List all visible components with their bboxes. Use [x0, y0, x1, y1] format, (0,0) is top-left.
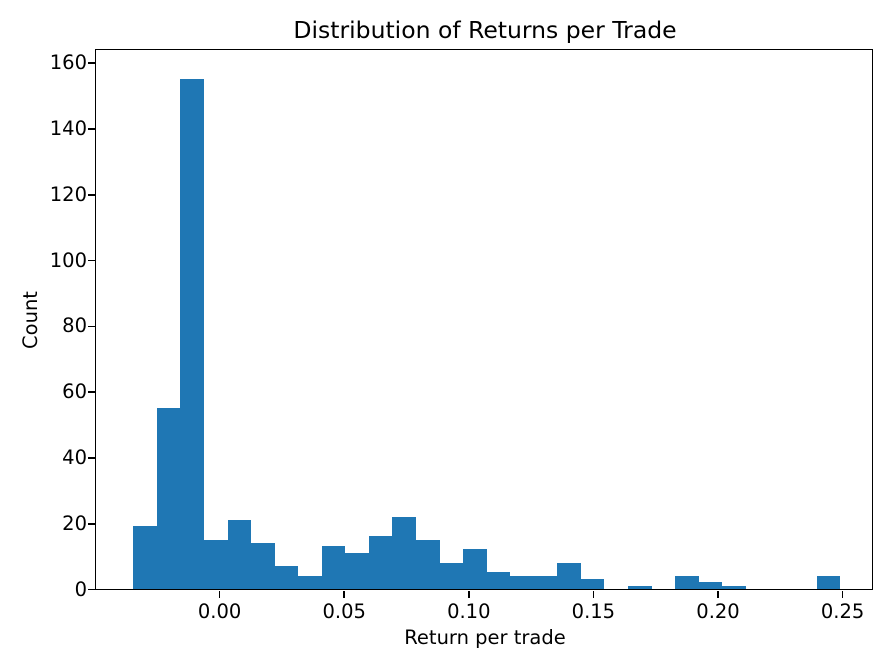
histogram-bar — [133, 526, 157, 589]
histogram-bar — [557, 562, 581, 589]
x-tick-mark — [841, 591, 844, 599]
x-tick-mark — [218, 591, 221, 599]
histogram-bar — [510, 575, 534, 589]
x-tick-label: 0.15 — [571, 599, 616, 623]
chart-title: Distribution of Returns per Trade — [293, 16, 677, 44]
y-tick-label: 40 — [62, 445, 87, 469]
y-tick-label: 100 — [49, 248, 87, 272]
histogram-bar — [298, 575, 322, 589]
histogram-bar — [722, 585, 746, 589]
histogram-bar — [533, 575, 558, 589]
y-tick-mark — [88, 193, 96, 196]
histogram-bar — [580, 579, 605, 589]
y-tick-label: 120 — [49, 182, 87, 206]
histogram-bar — [486, 572, 511, 589]
x-tick-mark — [343, 591, 345, 599]
y-tick-mark — [88, 259, 96, 262]
y-tick-mark — [88, 457, 96, 459]
y-tick-mark — [88, 62, 96, 64]
histogram-bar — [463, 549, 487, 589]
x-tick-mark — [717, 591, 719, 599]
x-tick-mark — [468, 591, 470, 599]
y-tick-mark — [88, 325, 96, 328]
y-tick-label: 20 — [62, 511, 87, 535]
histogram-bar — [156, 407, 181, 589]
x-axis-label: Return per trade — [404, 626, 566, 649]
histogram-bar — [274, 565, 299, 589]
x-tick-label: 0.00 — [197, 599, 242, 623]
y-tick-label: 160 — [49, 51, 87, 75]
histogram-bar — [321, 546, 346, 589]
y-tick-label: 80 — [62, 314, 87, 338]
histogram-bar — [203, 539, 228, 589]
histogram-bar — [439, 562, 464, 589]
y-tick-mark — [88, 128, 96, 130]
x-tick-label: 0.20 — [696, 599, 740, 623]
histogram-bar — [180, 79, 204, 589]
histogram-bar — [698, 582, 723, 589]
histogram-bar — [368, 536, 393, 589]
x-tick-label: 0.10 — [447, 599, 491, 623]
x-tick-mark — [592, 591, 595, 599]
y-tick-mark — [88, 391, 96, 393]
plot-area — [95, 49, 874, 590]
x-tick-label: 0.25 — [820, 599, 865, 623]
histogram-bar — [392, 516, 416, 589]
histogram-bar — [416, 539, 440, 589]
y-tick-mark — [88, 522, 96, 525]
y-tick-mark — [88, 588, 96, 591]
histogram-bar — [628, 585, 652, 589]
histogram-bar — [227, 519, 252, 589]
histogram-bar — [675, 575, 699, 589]
histogram-bar — [816, 575, 841, 589]
y-axis-label: Count — [19, 291, 42, 349]
histogram-bar — [345, 552, 369, 589]
y-tick-label: 60 — [62, 380, 87, 404]
y-tick-label: 140 — [49, 116, 87, 140]
x-tick-label: 0.05 — [322, 599, 366, 623]
y-tick-label: 0 — [74, 577, 87, 601]
histogram-bar — [251, 542, 275, 589]
